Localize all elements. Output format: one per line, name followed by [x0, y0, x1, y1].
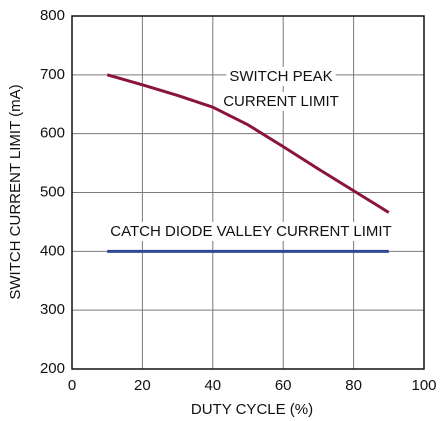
annotation: SWITCH PEAK: [229, 68, 332, 85]
series-line: [106, 73, 390, 214]
x-tick-label: 100: [411, 377, 436, 394]
y-tick-label: 800: [40, 7, 65, 24]
y-tick-label: 700: [40, 66, 65, 83]
y-tick-label: 200: [40, 360, 65, 377]
plot-frame: [71, 15, 425, 370]
y-axis-label: SWITCH CURRENT LIMIT (mA): [7, 84, 24, 299]
x-tick-label: 60: [275, 377, 292, 394]
annotation-background: [226, 66, 336, 86]
x-tick-label: 0: [68, 377, 76, 394]
x-tick-label: 40: [204, 377, 221, 394]
annotation-background: [107, 221, 395, 241]
x-tick-label: 80: [345, 377, 362, 394]
y-tick-label: 600: [40, 125, 65, 142]
x-tick-label: 20: [134, 377, 151, 394]
annotation-background: [220, 91, 342, 111]
annotation: CATCH DIODE VALLEY CURRENT LIMIT: [110, 223, 391, 240]
y-tick-label: 300: [40, 301, 65, 318]
y-tick-label: 500: [40, 183, 65, 200]
y-tick-label: 400: [40, 242, 65, 259]
x-axis-label: DUTY CYCLE (%): [191, 401, 313, 418]
annotation: CURRENT LIMIT: [223, 93, 339, 110]
